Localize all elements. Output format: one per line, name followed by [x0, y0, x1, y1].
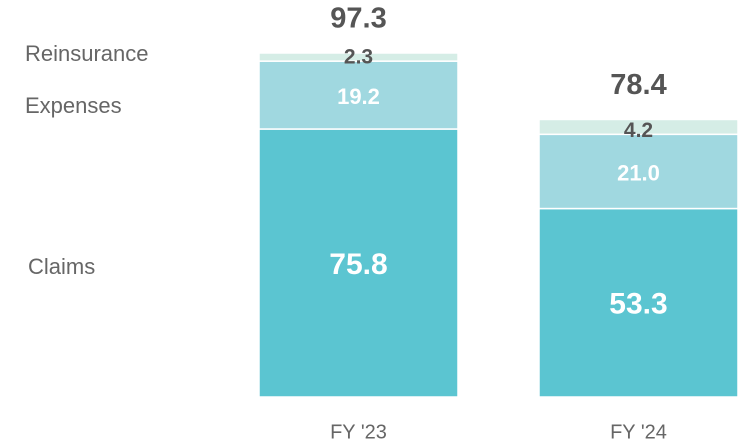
total-label: 97.3	[330, 3, 386, 35]
value-label: 21.0	[617, 160, 660, 185]
bar-segment	[258, 128, 459, 398]
bar-segment	[258, 52, 459, 62]
x-tick-label: FY '24	[610, 421, 667, 443]
value-label: 19.2	[337, 84, 380, 109]
legend-label: Claims	[28, 254, 95, 279]
legend-label: Expenses	[25, 93, 122, 118]
bar-segment	[538, 118, 738, 136]
bar-segment	[258, 60, 459, 130]
bar-segment	[538, 133, 738, 210]
total-label: 78.4	[610, 69, 666, 101]
value-label: 53.3	[609, 288, 667, 321]
value-label: 4.2	[624, 119, 653, 142]
x-tick-label: FY '23	[330, 421, 387, 443]
legend-label: Reinsurance	[25, 41, 149, 66]
value-label: 2.3	[344, 46, 373, 69]
value-label: 75.8	[329, 248, 387, 281]
